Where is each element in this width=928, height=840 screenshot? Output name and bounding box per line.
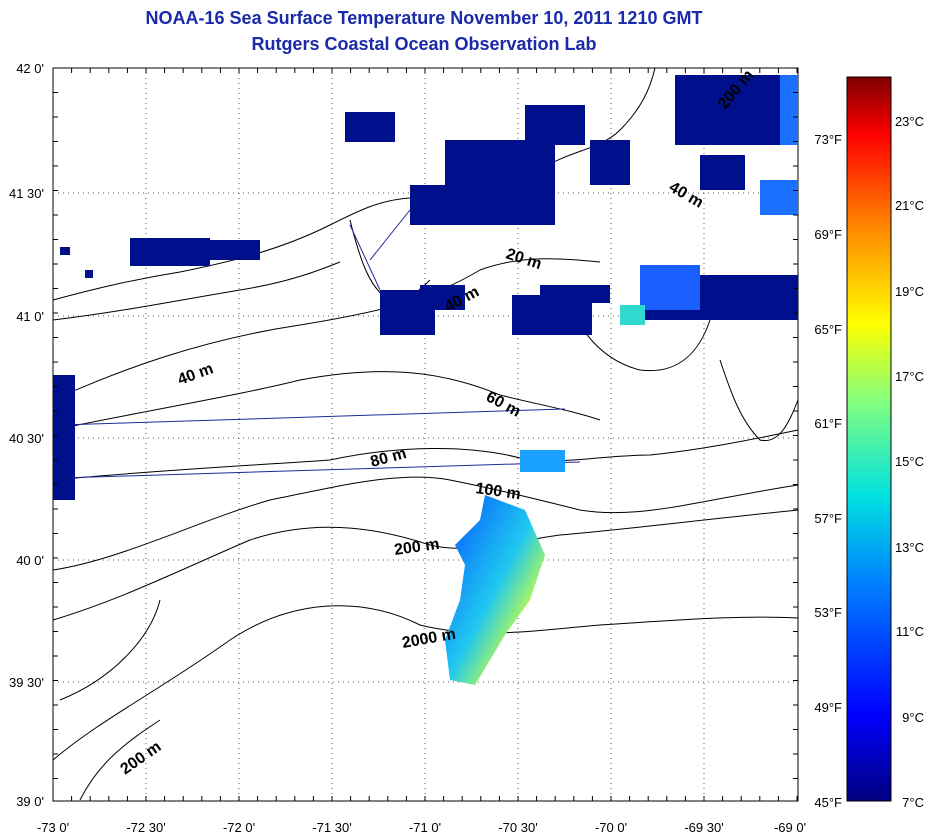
longitude-labels: -73 0' -72 30' -72 0' -71 30' -71 0' -70… [37, 820, 806, 835]
c-label: 13°C [895, 540, 924, 555]
f-label: 65°F [814, 322, 842, 337]
lat-label: 40 30' [9, 431, 44, 446]
lon-label: -70 0' [595, 820, 627, 835]
map-frame [52, 67, 799, 802]
lat-label: 39 0' [16, 794, 44, 809]
f-label: 45°F [814, 795, 842, 810]
c-label: 23°C [895, 114, 924, 129]
c-label: 19°C [895, 284, 924, 299]
lon-label: -71 0' [409, 820, 441, 835]
colorbar [846, 76, 892, 802]
map-subtitle: Rutgers Coastal Ocean Observation Lab [251, 34, 597, 54]
map-title: NOAA-16 Sea Surface Temperature November… [145, 8, 703, 28]
c-label: 17°C [895, 369, 924, 384]
c-label: 11°C [896, 624, 924, 639]
lon-label: -72 0' [223, 820, 255, 835]
f-label: 53°F [814, 605, 842, 620]
lat-label: 42 0' [16, 61, 44, 76]
colorbar-fahrenheit-labels: 73°F 69°F 65°F 61°F 57°F 53°F 49°F 45°F [814, 132, 842, 810]
lat-label: 41 0' [16, 309, 44, 324]
f-label: 73°F [814, 132, 842, 147]
contour-label: 100 m [474, 480, 521, 503]
c-label: 15°C [895, 454, 924, 469]
lat-label: 41 30' [9, 186, 44, 201]
lat-label: 40 0' [16, 553, 44, 568]
colorbar-celsius-labels: 23°C 21°C 19°C 17°C 15°C 13°C 11°C 9°C 7… [895, 114, 924, 810]
lon-label: -72 30' [126, 820, 165, 835]
f-label: 69°F [814, 227, 842, 242]
f-label: 61°F [814, 416, 842, 431]
lon-label: -73 0' [37, 820, 69, 835]
contour-label: 200 m [393, 536, 440, 559]
track-lines [59, 209, 581, 479]
lon-label: -69 30' [684, 820, 723, 835]
latitude-labels: 42 0' 41 30' 41 0' 40 30' 40 0' 39 30' 3… [9, 61, 44, 809]
lon-label: -70 30' [498, 820, 537, 835]
tick-marks [52, 67, 798, 801]
depth-contours [52, 258, 799, 801]
c-label: 9°C [902, 710, 924, 725]
f-label: 49°F [814, 700, 842, 715]
lat-label: 39 30' [9, 675, 44, 690]
lon-label: -69 0' [774, 820, 806, 835]
c-label: 21°C [895, 198, 924, 213]
lon-label: -71 30' [312, 820, 351, 835]
c-label: 7°C [902, 795, 924, 810]
sst-warm-patches [445, 75, 798, 685]
f-label: 57°F [814, 511, 842, 526]
